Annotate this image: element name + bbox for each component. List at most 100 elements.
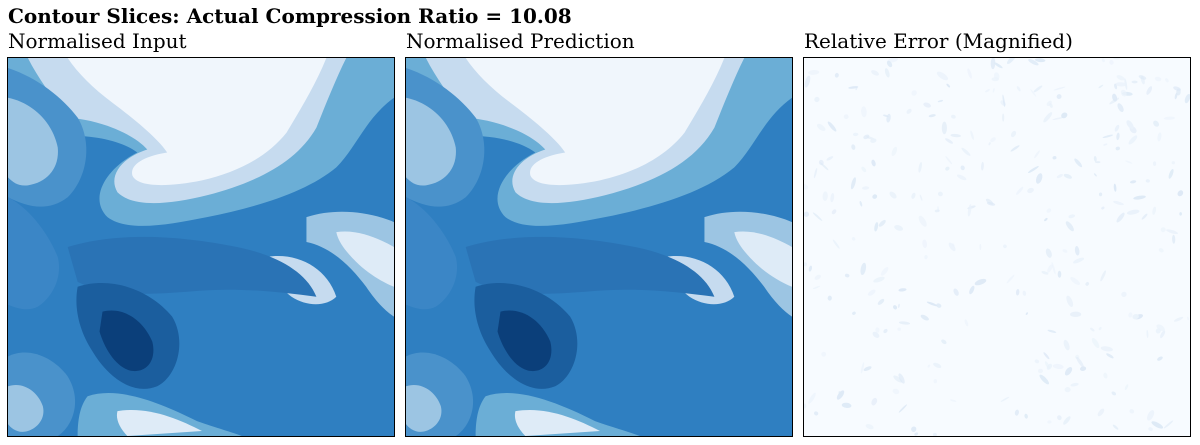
error-speckle (804, 262, 808, 267)
error-speckle (1114, 83, 1118, 90)
error-speckle (970, 130, 974, 140)
error-speckle (898, 373, 905, 384)
error-speckle (1100, 346, 1113, 352)
error-speckle (1044, 361, 1050, 369)
error-speckle (898, 321, 911, 325)
error-speckle (1047, 264, 1053, 273)
error-speckle (863, 366, 872, 372)
error-speckle (861, 106, 867, 118)
error-speckle (1172, 234, 1176, 244)
error-speckle (1151, 421, 1164, 429)
error-speckle (1101, 58, 1105, 63)
error-speckle (1152, 206, 1157, 215)
error-speckle (861, 166, 867, 173)
input-contour-field (8, 58, 394, 436)
error-speckle (821, 351, 827, 357)
prediction-heatmap (406, 58, 792, 436)
prediction-panel-title: Normalised Prediction (406, 29, 635, 53)
error-speckle (852, 132, 859, 137)
error-speckle (934, 209, 940, 213)
error-speckle (1074, 158, 1083, 168)
error-speckle (953, 288, 959, 296)
error-speckle (948, 242, 956, 252)
error-speckle (897, 327, 901, 331)
error-speckle (877, 298, 885, 305)
error-speckle (1027, 187, 1034, 194)
error-speckle (990, 58, 996, 70)
error-speckle (887, 58, 899, 63)
error-speckle (1034, 359, 1040, 364)
error-speckle (991, 77, 999, 82)
error-speckle (878, 219, 886, 227)
error-speckle (1153, 120, 1160, 127)
error-speckle (1069, 311, 1082, 318)
error-speckle (1116, 212, 1125, 223)
error-speckle (974, 278, 987, 286)
error-speckle (1033, 85, 1043, 93)
error-speckle (950, 133, 961, 138)
error-speckle (1187, 316, 1189, 321)
error-speckle (951, 114, 956, 119)
error-heatmap-panel (803, 57, 1191, 437)
error-speckle (848, 86, 859, 89)
error-speckle (911, 426, 917, 432)
error-speckle (1064, 367, 1073, 376)
error-speckle (1076, 356, 1084, 368)
error-speckle (1057, 270, 1062, 278)
error-speckle (880, 267, 889, 276)
error-speckle (892, 388, 900, 395)
error-speckle (1070, 382, 1079, 387)
error-speckle (808, 392, 816, 404)
error-speckle (1114, 124, 1120, 132)
error-speckle (1131, 80, 1138, 84)
error-speckle (945, 156, 953, 165)
error-speckle (1163, 116, 1176, 120)
error-speckle (872, 194, 878, 199)
error-speckle (831, 209, 837, 215)
error-speckle (1022, 290, 1027, 296)
error-speckle (830, 193, 835, 203)
error-speckle (1098, 326, 1102, 331)
error-speckle (1046, 208, 1052, 213)
error-speckle (886, 113, 891, 123)
error-speckle (1006, 274, 1015, 284)
error-speckle (826, 156, 834, 161)
error-speckle (1138, 75, 1147, 80)
error-speckle (1128, 135, 1138, 145)
error-speckle (1115, 146, 1120, 151)
error-speckle (911, 192, 916, 199)
error-speckle (893, 305, 898, 310)
error-speckle (927, 364, 931, 368)
error-speckle (1157, 356, 1163, 361)
error-speckle (1124, 384, 1129, 391)
error-speckle (1034, 58, 1046, 63)
error-speckle (1116, 75, 1125, 81)
error-speckle (1173, 86, 1181, 91)
error-speckle (1184, 93, 1190, 104)
error-speckle (1106, 353, 1114, 359)
error-speckle (1145, 179, 1150, 183)
error-speckle (1043, 352, 1050, 360)
error-speckle (804, 75, 811, 88)
error-speckle (832, 239, 840, 249)
error-speckle (1024, 413, 1028, 419)
error-speckle (992, 88, 995, 93)
error-speckle (1166, 229, 1179, 235)
error-speckle (844, 273, 850, 278)
error-speckle (863, 134, 870, 140)
error-speckle (911, 90, 917, 96)
error-speckle (862, 186, 870, 190)
error-speckle (884, 68, 890, 78)
error-speckle (1109, 59, 1114, 65)
error-speckle (898, 288, 907, 292)
error-speckle (1152, 161, 1157, 166)
error-speckle (812, 212, 823, 221)
error-speckle (1173, 316, 1184, 322)
figure-title: Contour Slices: Actual Compression Ratio… (8, 4, 572, 28)
error-speckle (933, 379, 938, 384)
error-speckle (1046, 100, 1052, 107)
error-speckle (932, 432, 937, 436)
error-speckle (1014, 409, 1019, 416)
error-speckle (804, 211, 810, 217)
error-speckle (889, 191, 897, 199)
